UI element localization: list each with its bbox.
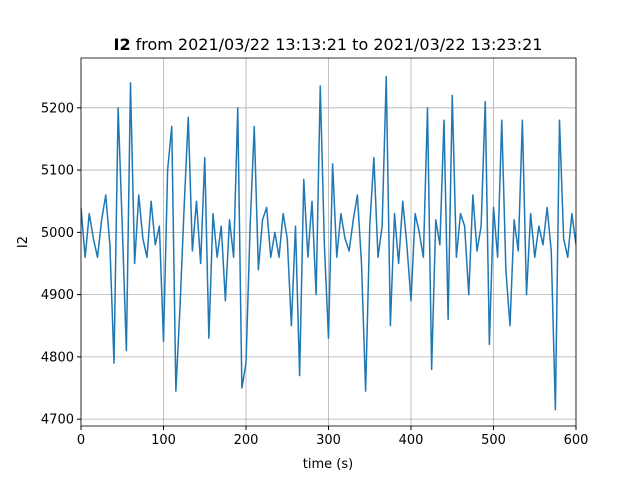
y-axis-label: I2	[16, 236, 31, 248]
x-tick-label: 500	[481, 433, 506, 448]
x-axis-label: time (s)	[303, 457, 353, 472]
x-tick-label: 600	[564, 433, 589, 448]
y-tick-label: 4800	[41, 350, 74, 365]
x-tick-label: 100	[151, 433, 176, 448]
title-text: from 2021/03/22 13:13:21 to 2021/03/22 1…	[136, 35, 543, 54]
chart-title: I2 from 2021/03/22 13:13:21 to 2021/03/22…	[114, 35, 543, 54]
y-tick-label: 5200	[41, 101, 74, 116]
plot-frame	[80, 57, 577, 427]
line	[81, 75, 576, 411]
y-tick-label: 4900	[41, 288, 74, 303]
x-tick-label: 300	[316, 433, 341, 448]
title-bold: I2	[114, 35, 131, 54]
x-tick-label: 0	[77, 433, 85, 448]
y-tick-label: 5100	[41, 164, 74, 179]
x-tick-label: 400	[399, 433, 424, 448]
y-tick-label: 5000	[41, 226, 74, 241]
y-tick-label: 4700	[41, 413, 74, 428]
x-tick-label: 200	[234, 433, 259, 448]
